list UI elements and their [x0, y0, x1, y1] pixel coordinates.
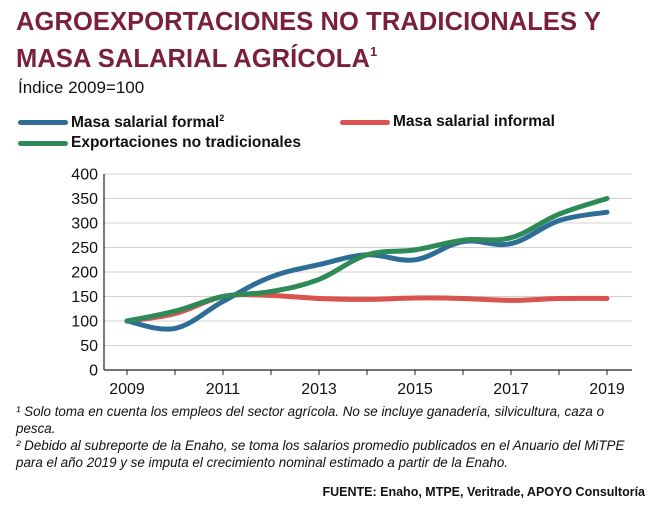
y-tick-label-50: 50: [80, 338, 98, 355]
footnotes: ¹ Solo toma en cuenta los empleos del se…: [16, 403, 646, 471]
series-line-exportaciones: [124, 196, 610, 324]
legend-item-exports: Exportaciones no tradicionales: [18, 134, 301, 152]
legend-label-exports: Exportaciones no tradicionales: [71, 134, 301, 151]
legend-label-formal-sup: 2: [219, 113, 225, 123]
chart-title: AGROEXPORTACIONES NO TRADICIONALES Y MAS…: [16, 8, 646, 74]
chart-title-footnote-mark: 1: [370, 44, 378, 59]
y-tick-label-150: 150: [71, 289, 98, 306]
y-tick-label-400: 400: [71, 167, 98, 184]
legend-swatch-formal: [18, 120, 68, 125]
chart-title-line-1: AGROEXPORTACIONES NO TRADICIONALES Y: [16, 8, 601, 36]
y-tick-label-250: 250: [71, 240, 98, 257]
x-tick-label-2019: 2019: [589, 381, 625, 398]
y-tick-label-350: 350: [71, 191, 98, 208]
legend-swatch-informal: [340, 119, 390, 125]
legend-item-formal: Masa salarial formal2: [18, 113, 224, 132]
footnote-1: ¹ Solo toma en cuenta los empleos del se…: [16, 404, 605, 436]
source-credit: FUENTE: Enaho, MTPE, Veritrade, APOYO Co…: [322, 485, 646, 499]
legend-label-formal: Masa salarial formal2: [71, 113, 224, 132]
footnote-2: ² Debido al subreporte de la Enaho, se t…: [16, 438, 625, 470]
x-tick-label-2017: 2017: [493, 381, 529, 398]
series-line-masa-salarial-formal: [124, 209, 610, 332]
y-tick-label-100: 100: [71, 314, 98, 331]
chart-title-line-2: MASA SALARIAL AGRÍCOLA1: [16, 37, 646, 74]
x-tick-label-2015: 2015: [397, 381, 433, 398]
legend-label-informal: Masa salarial informal: [393, 113, 555, 130]
legend-item-informal: Masa salarial informal: [340, 113, 555, 131]
legend-label-formal-text: Masa salarial formal: [71, 114, 220, 131]
line-chart: 0 50 100 150 200 250 300 350 400 2009 2011 2013 2015…: [71, 167, 632, 398]
chart-title-line-2-text: MASA SALARIAL AGRÍCOLA: [16, 45, 370, 73]
chart-subtitle: Índice 2009=100: [18, 78, 145, 97]
x-tick-label-2011: 2011: [206, 381, 241, 398]
y-tick-label-300: 300: [71, 216, 98, 233]
y-tick-label-200: 200: [71, 265, 98, 282]
legend-swatch-exports: [18, 140, 68, 146]
x-tick-label-2009: 2009: [109, 381, 145, 398]
y-tick-label-0: 0: [89, 363, 98, 380]
x-tick-label-2013: 2013: [301, 381, 337, 398]
